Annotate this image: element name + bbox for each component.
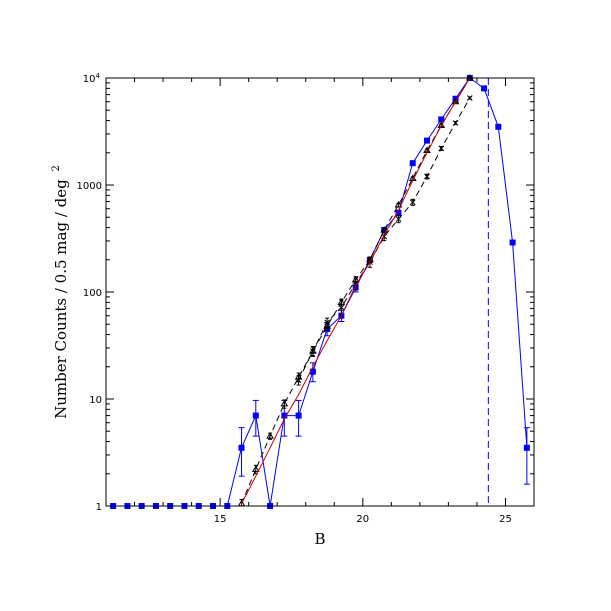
blue-square-point	[424, 137, 430, 144]
red-model-line	[241, 77, 471, 504]
black-cross-point	[452, 120, 459, 126]
black-triangle-point	[266, 432, 274, 439]
black-cross-point	[466, 95, 473, 101]
y-axis-label: Number Counts / 0.5 mag / deg 2	[51, 165, 70, 419]
blue-square-point	[252, 412, 259, 419]
black-cross-point	[310, 348, 316, 355]
blue-square-point	[395, 209, 402, 216]
blue-square-point	[238, 444, 245, 451]
y-tick-label: 100	[83, 288, 102, 299]
blue-square-point	[309, 368, 316, 375]
blue-square-point	[509, 239, 516, 246]
blue-square-point	[438, 116, 445, 123]
blue-square-point	[295, 412, 302, 419]
blue-square-point	[495, 123, 502, 130]
y-tick-label-top: 104	[83, 72, 101, 85]
black-cross-point	[338, 304, 345, 311]
axes: 15 20 25 1 10 100 1000 104	[77, 72, 535, 525]
black-cross-point	[409, 199, 416, 206]
black-cross-point	[424, 173, 430, 180]
black-cross-point	[324, 319, 330, 326]
y-axis-label-superscript: 2	[51, 165, 62, 171]
black-triangle-point	[394, 201, 403, 208]
x-tick-label: 15	[214, 514, 227, 525]
y-axis-label-text: Number Counts / 0.5 mag / deg	[52, 179, 70, 419]
y-tick-label: 10	[89, 395, 102, 406]
blue-square-point	[481, 85, 488, 92]
blue-square-point	[523, 444, 530, 451]
x-tick-label: 20	[356, 514, 369, 525]
blue-square-point	[409, 160, 416, 167]
plot-area	[110, 74, 530, 509]
y-tick-label: 1	[96, 502, 102, 513]
x-tick-label: 25	[499, 514, 512, 525]
black-triangle-point	[451, 97, 460, 105]
black-triangle-point	[380, 225, 389, 233]
black-cross-point	[438, 145, 445, 152]
black-cross-point	[395, 216, 402, 222]
y-tick-label: 1000	[77, 181, 102, 192]
black-cross-point	[295, 377, 302, 384]
blue-square-point	[281, 412, 288, 419]
black-triangle-point	[251, 465, 260, 472]
black-triangle-point	[280, 399, 289, 407]
x-axis-label: B	[314, 530, 325, 548]
black-triangle-point	[437, 121, 446, 128]
